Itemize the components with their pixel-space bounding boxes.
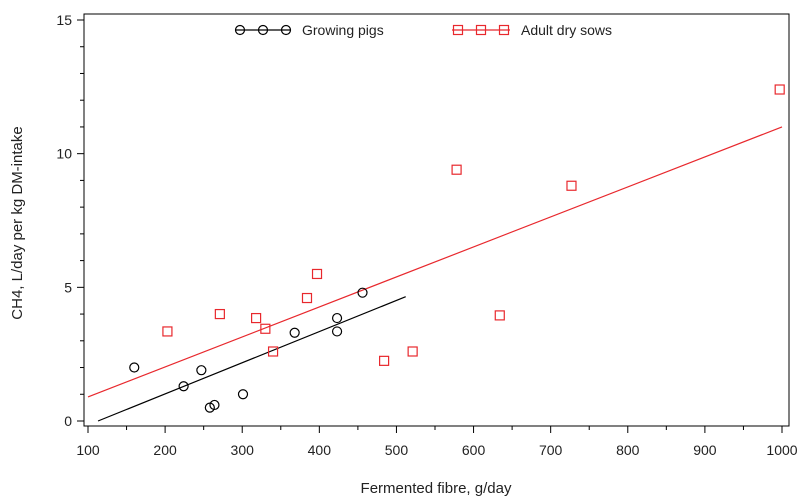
legend-item: Growing pigs xyxy=(234,22,384,38)
y-axis: 0 5 10 15 xyxy=(56,12,84,429)
plot-frame xyxy=(83,13,790,427)
data-point xyxy=(196,365,207,376)
data-point xyxy=(301,292,313,304)
data-point xyxy=(162,326,173,337)
y-tick-label: 0 xyxy=(64,413,72,429)
y-tick-label: 15 xyxy=(56,12,72,28)
data-point xyxy=(237,389,249,400)
data-point xyxy=(407,346,418,357)
data-point xyxy=(251,312,262,324)
data-point xyxy=(209,399,220,411)
x-tick-label: 400 xyxy=(308,442,332,458)
x-tick-label: 100 xyxy=(76,442,100,458)
legend-marker xyxy=(475,24,487,36)
fit-lines xyxy=(87,126,783,422)
data-point xyxy=(451,164,462,175)
x-tick-label: 700 xyxy=(539,442,563,458)
legend-marker xyxy=(452,24,464,36)
y-tick-label: 5 xyxy=(64,279,72,295)
data-point xyxy=(289,327,300,338)
x-tick-label: 300 xyxy=(231,442,255,458)
legend-label: Adult dry sows xyxy=(521,22,612,38)
data-point xyxy=(357,287,368,298)
x-axis: 100 200 300 400 500 600 700 800 900 1000 xyxy=(76,426,798,458)
data-point xyxy=(129,362,140,373)
x-tick-label: 1000 xyxy=(766,442,797,458)
data-point xyxy=(311,268,323,280)
x-tick-label: 800 xyxy=(616,442,640,458)
legend-marker xyxy=(234,24,246,36)
data-point xyxy=(774,84,785,95)
x-tick-label: 200 xyxy=(153,442,177,458)
data-point xyxy=(331,312,343,324)
fit-line-adult-dry-sows xyxy=(87,126,783,398)
data-point xyxy=(566,180,577,191)
data-point xyxy=(494,310,505,321)
legend-label: Growing pigs xyxy=(302,22,384,38)
y-tick-label: 10 xyxy=(56,146,72,162)
data-point xyxy=(260,323,271,334)
data-points xyxy=(129,84,785,413)
legend-item: Adult dry sows xyxy=(452,22,612,38)
legend-marker xyxy=(257,24,269,36)
data-point xyxy=(214,308,225,320)
data-point xyxy=(178,381,189,392)
legend-marker xyxy=(280,24,292,36)
data-point xyxy=(267,346,279,357)
x-axis-label: Fermented fibre, g/day xyxy=(361,480,512,497)
data-point xyxy=(379,355,390,366)
x-tick-label: 600 xyxy=(462,442,486,458)
legend: Growing pigs Adult dry sows xyxy=(234,22,612,38)
y-axis-label: CH4, L/day per kg DM-intake xyxy=(9,126,26,319)
x-tick-label: 500 xyxy=(385,442,409,458)
legend-marker xyxy=(498,24,510,36)
x-tick-label: 900 xyxy=(693,442,717,458)
data-point xyxy=(331,326,343,337)
fit-line-growing-pigs xyxy=(97,296,406,422)
